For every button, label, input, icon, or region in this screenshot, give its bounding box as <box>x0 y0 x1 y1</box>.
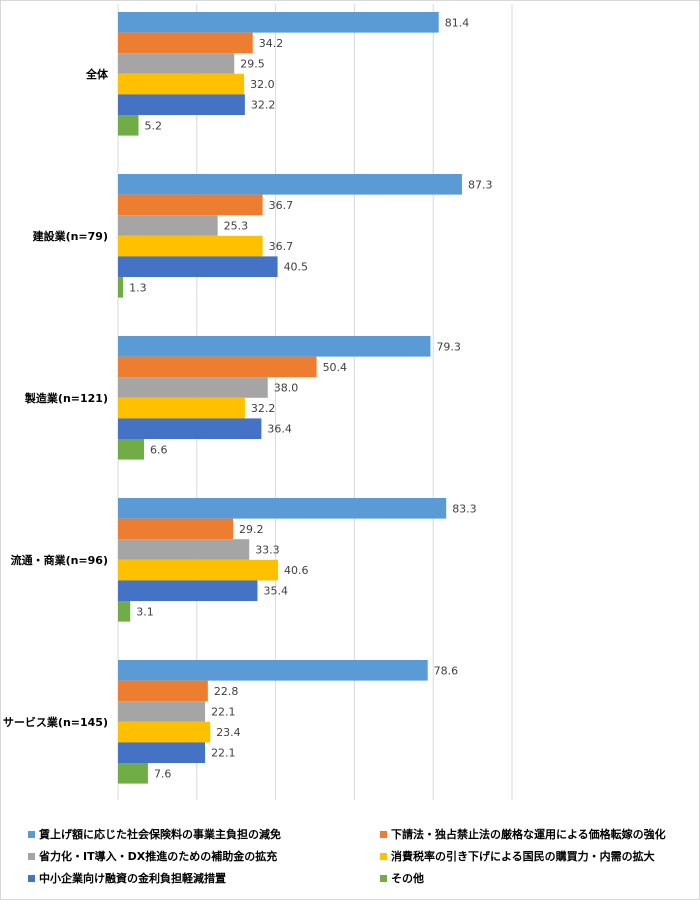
bar <box>118 336 431 357</box>
legend-item: その他 <box>380 870 424 886</box>
data-label: 5.2 <box>144 119 162 132</box>
bar <box>118 559 278 581</box>
data-label: 78.6 <box>434 664 459 677</box>
bar <box>118 439 145 460</box>
bar <box>118 12 439 33</box>
legend-swatch <box>28 852 35 860</box>
data-label: 22.1 <box>211 747 236 760</box>
legend-item: 下請法・独占禁止法の厳格な運用による価格転嫁の強化 <box>380 826 666 842</box>
data-label: 29.2 <box>239 523 264 536</box>
bar <box>118 701 206 722</box>
bar <box>118 256 278 277</box>
data-label: 33.3 <box>255 544 280 557</box>
legend-label: 中小企業向け融資の金利負担軽減措置 <box>39 872 226 885</box>
legend-label: 消費税率の引き下げによる国民の購買力・内需の拡大 <box>391 850 655 863</box>
category-label: 製造業(n=121) <box>24 391 108 405</box>
data-label: 81.4 <box>445 16 470 29</box>
data-label: 7.6 <box>154 767 172 780</box>
category-label: 流通・商業(n=96) <box>11 553 108 567</box>
data-label: 87.3 <box>468 178 493 191</box>
legend-label: 省力化・IT導入・DX推進のための補助金の拡充 <box>39 850 278 863</box>
data-label: 83.3 <box>452 502 477 515</box>
legend-label: その他 <box>391 872 424 885</box>
bar <box>118 377 268 398</box>
data-label: 6.6 <box>150 443 168 456</box>
bar <box>118 235 263 257</box>
bar <box>118 73 245 95</box>
legend-swatch <box>28 874 35 882</box>
bar <box>118 498 447 519</box>
bar <box>118 518 234 540</box>
bar <box>118 194 263 216</box>
data-label: 32.0 <box>250 78 275 91</box>
category-label: 建設業(n=79) <box>33 229 108 243</box>
data-label: 38.0 <box>274 382 299 395</box>
data-label: 36.4 <box>267 423 292 436</box>
bar <box>118 32 253 54</box>
bar <box>118 763 148 784</box>
legend-item: 賃上げ額に応じた社会保険料の事業主負担の減免 <box>28 826 281 842</box>
bar <box>118 115 139 136</box>
legend-label: 賃上げ額に応じた社会保険料の事業主負担の減免 <box>39 828 281 841</box>
data-label: 34.2 <box>259 37 284 50</box>
data-label: 1.3 <box>129 281 147 294</box>
data-label: 35.4 <box>263 585 288 598</box>
bar <box>118 539 250 560</box>
bar <box>118 397 245 419</box>
bar <box>118 215 218 236</box>
bar <box>118 721 211 743</box>
data-label: 22.8 <box>214 685 239 698</box>
data-label: 36.7 <box>269 240 294 253</box>
legend-label: 下請法・独占禁止法の厳格な運用による価格転嫁の強化 <box>391 828 666 841</box>
bar <box>118 742 206 763</box>
bar <box>118 680 208 702</box>
bar <box>118 94 245 115</box>
bar <box>118 356 317 378</box>
data-label: 3.1 <box>136 605 154 618</box>
legend-swatch <box>380 830 387 838</box>
bar <box>118 53 235 74</box>
bar <box>118 601 131 622</box>
data-label: 32.2 <box>251 402 275 415</box>
data-label: 25.3 <box>224 220 249 233</box>
legend-item: 中小企業向け融資の金利負担軽減措置 <box>28 870 226 886</box>
bar-chart: 全体 81.4 34.2 29.5 32.0 32.2 5.2 建設業(n=79) 87.3 36… <box>3 4 513 800</box>
data-label: 79.3 <box>436 340 461 353</box>
data-label: 50.4 <box>323 361 348 374</box>
data-label: 23.4 <box>216 726 241 739</box>
legend-swatch <box>380 874 387 882</box>
bar <box>118 418 262 439</box>
category-label: サービス業(n=145) <box>3 715 108 729</box>
bar <box>118 277 124 298</box>
bar <box>118 660 428 681</box>
bar <box>118 580 258 601</box>
data-label: 36.7 <box>269 199 294 212</box>
legend-item: 消費税率の引き下げによる国民の購買力・内需の拡大 <box>380 848 655 864</box>
bar <box>118 174 462 195</box>
data-label: 32.2 <box>251 99 275 112</box>
data-label: 29.5 <box>240 58 264 71</box>
legend-swatch <box>380 852 387 860</box>
category-label: 全体 <box>85 67 109 81</box>
data-label: 22.1 <box>211 706 236 719</box>
data-label: 40.6 <box>284 564 309 577</box>
legend-item: 省力化・IT導入・DX推進のための補助金の拡充 <box>28 848 277 864</box>
data-label: 40.5 <box>284 261 309 274</box>
legend-swatch <box>28 830 35 838</box>
